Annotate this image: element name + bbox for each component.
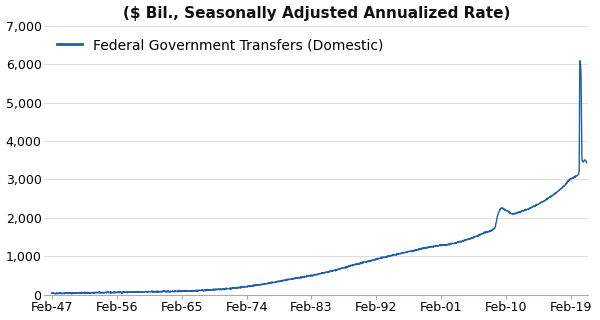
Title: ($ Bil., Seasonally Adjusted Annualized Rate): ($ Bil., Seasonally Adjusted Annualized … bbox=[122, 5, 510, 20]
Legend: Federal Government Transfers (Domestic): Federal Government Transfers (Domestic) bbox=[57, 38, 383, 52]
